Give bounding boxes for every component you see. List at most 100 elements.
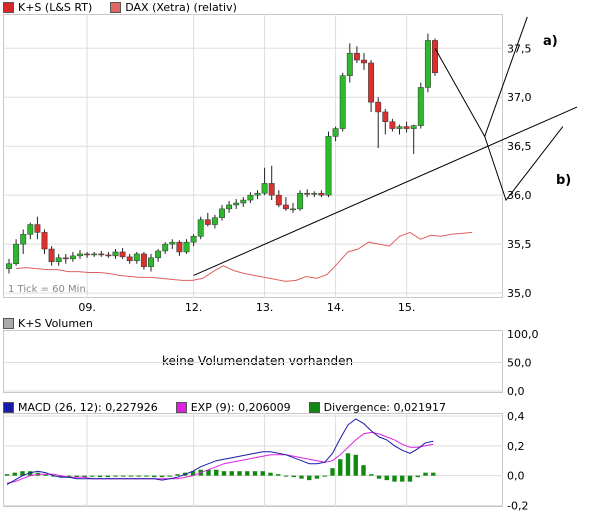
candle-body xyxy=(417,87,424,126)
candle-body xyxy=(254,192,261,196)
candle-body xyxy=(247,194,254,201)
divergence-bar xyxy=(307,475,312,481)
candle-body xyxy=(211,217,218,225)
divergence-bar xyxy=(229,471,234,476)
price-legend: K+S (L&S RT) DAX (Xetra) (relativ) xyxy=(3,0,255,14)
divergence-bar xyxy=(384,475,389,481)
candle-body xyxy=(183,241,190,253)
price-y-tick-label: 36,0 xyxy=(507,189,532,202)
candle-body xyxy=(368,62,375,103)
divergence-bar xyxy=(152,475,157,478)
tick-note: 1 Tick = 60 Min. xyxy=(8,284,89,295)
candle-body xyxy=(190,236,197,243)
divergence-bar xyxy=(283,475,289,477)
candle-body xyxy=(176,241,183,253)
candle-body xyxy=(353,52,360,61)
candle-body xyxy=(133,253,140,262)
candle-body xyxy=(297,192,304,210)
price-panel xyxy=(3,14,503,298)
divergence-bar xyxy=(291,475,296,478)
candle-body xyxy=(240,199,247,204)
volume-y-tick-label: 50,0 xyxy=(507,357,532,370)
dax-relative-line xyxy=(16,231,473,282)
divergence-bar xyxy=(206,469,211,476)
candle-body xyxy=(48,248,55,263)
divergence-bar xyxy=(66,475,72,478)
candle-body xyxy=(339,75,346,129)
legend-swatch-exp xyxy=(175,401,187,413)
candle-body xyxy=(424,40,431,88)
volume-y-tick-label: 100,0 xyxy=(507,328,539,341)
candle-body xyxy=(112,251,119,257)
volume-y-tick-label: 0,0 xyxy=(507,385,525,398)
divergence-bar xyxy=(415,475,420,478)
divergence-bar xyxy=(175,474,180,476)
candle-body xyxy=(332,128,339,137)
legend-swatch-macd xyxy=(3,401,14,413)
volume-panel xyxy=(3,330,503,393)
candle-body xyxy=(162,243,169,252)
divergence-bar xyxy=(28,471,33,476)
price-y-tick-label: 37,5 xyxy=(507,42,532,55)
candle-body xyxy=(197,219,204,237)
candle-body xyxy=(41,232,48,250)
candle-body xyxy=(389,121,396,129)
candle-body xyxy=(410,125,417,129)
candle-body xyxy=(169,241,176,245)
scenario-b-label: b) xyxy=(556,173,572,188)
legend-label-exp: EXP (9): 0,206009 xyxy=(190,400,291,414)
candle-body xyxy=(204,219,211,225)
no-volume-message: keine Volumendaten vorhanden xyxy=(162,354,354,368)
divergence-bar xyxy=(159,475,165,478)
exp-signal-line xyxy=(6,431,434,484)
divergence-bar xyxy=(20,471,25,476)
candle-body xyxy=(432,40,438,74)
divergence-bar xyxy=(136,475,141,477)
candle-body xyxy=(62,257,69,260)
candle-body xyxy=(361,59,367,64)
divergence-bar xyxy=(431,472,436,476)
divergence-bar xyxy=(322,475,327,477)
macd-legend: MACD (26, 12): 0,227926 EXP (9): 0,20600… xyxy=(3,400,464,414)
candle-body xyxy=(226,204,233,210)
candle-body xyxy=(98,253,105,256)
divergence-bar xyxy=(237,471,242,476)
candle-body xyxy=(396,126,403,129)
macd-y-tick-label: 0,4 xyxy=(507,410,525,423)
divergence-bar xyxy=(105,475,110,478)
divergence-bar xyxy=(214,469,219,476)
candle-body xyxy=(105,254,112,257)
price-x-tick-label: 14. xyxy=(327,301,345,314)
divergence-bar xyxy=(59,475,64,478)
macd-line xyxy=(6,418,434,486)
scenario-a-label: a) xyxy=(543,34,558,49)
macd-y-tick-label: 0,0 xyxy=(507,470,525,483)
candle-body xyxy=(268,183,275,196)
divergence-bar xyxy=(144,475,149,477)
candle-body xyxy=(403,126,410,129)
price-y-tick-label: 35,5 xyxy=(507,238,532,251)
divergence-bar xyxy=(4,474,10,476)
candle-body xyxy=(126,256,133,262)
divergence-bar xyxy=(369,474,374,476)
candle-body xyxy=(233,202,240,206)
candle-body xyxy=(6,263,12,269)
candle-body xyxy=(13,243,20,264)
macd-y-tick-label: -0,2 xyxy=(507,500,528,513)
divergence-bar xyxy=(276,474,281,476)
divergence-bar xyxy=(392,475,397,482)
divergence-bar xyxy=(407,475,413,482)
macd-panel xyxy=(3,413,503,507)
divergence-bar xyxy=(245,471,250,476)
candle-body xyxy=(69,255,76,260)
divergence-bar xyxy=(90,475,95,477)
legend-label-dax: DAX (Xetra) (relativ) xyxy=(125,0,237,14)
divergence-bar xyxy=(260,471,265,476)
candle-body xyxy=(318,192,325,196)
divergence-bar xyxy=(361,465,366,476)
candle-body xyxy=(311,192,318,195)
candle-body xyxy=(382,111,389,122)
divergence-bar xyxy=(82,475,87,478)
support-trendline xyxy=(193,106,578,276)
